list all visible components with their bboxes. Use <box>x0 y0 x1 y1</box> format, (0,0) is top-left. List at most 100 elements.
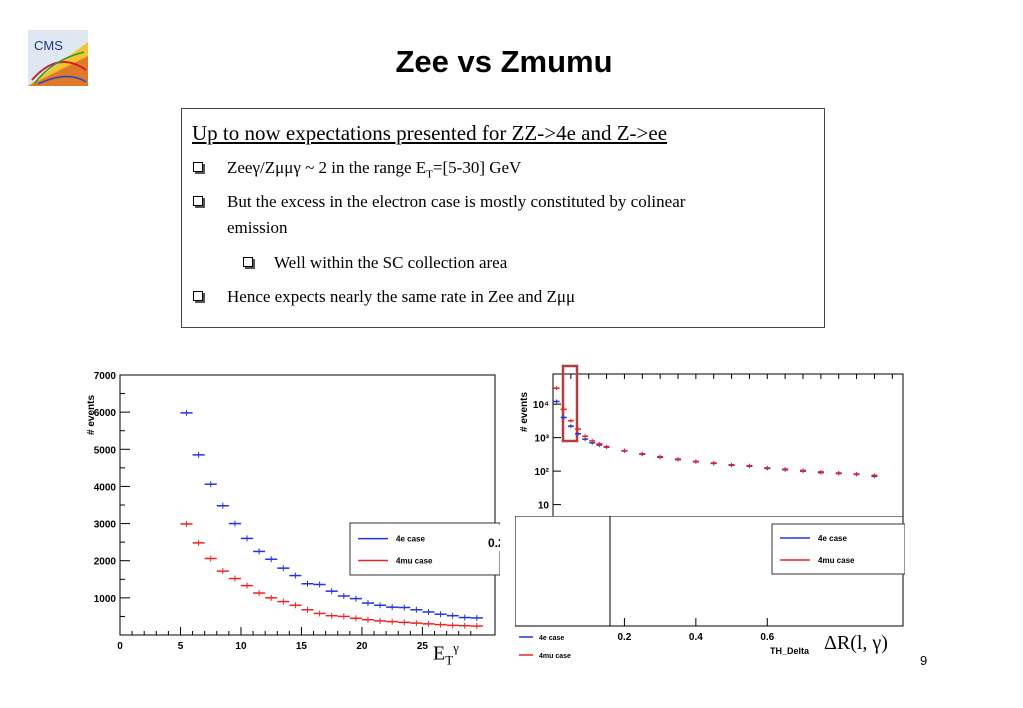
x-tick-label: 0.4 <box>689 632 703 643</box>
data-point <box>192 451 205 458</box>
legend-label: 4e case <box>818 534 847 543</box>
bullet-3: Well within the SC collection area <box>243 250 507 276</box>
y-tick-label: 1000 <box>94 594 117 605</box>
data-point <box>277 565 290 572</box>
data-point <box>560 407 567 412</box>
x-tick-label: 20 <box>356 641 368 652</box>
data-point <box>216 502 229 509</box>
data-point <box>422 608 435 615</box>
data-point <box>621 448 628 453</box>
y-tick-label: 6000 <box>94 408 117 419</box>
data-point <box>289 602 302 609</box>
checkbox-bullet-icon <box>193 162 203 172</box>
data-point <box>675 457 681 462</box>
data-point <box>553 386 560 391</box>
data-point <box>337 613 350 620</box>
y-tick-label: 10 <box>538 501 550 512</box>
summary-box: Up to now expectations presented for ZZ-… <box>181 108 825 328</box>
data-point <box>589 438 596 443</box>
y-tick-label: 5000 <box>94 445 117 456</box>
legend-label: 4mu case <box>539 653 571 658</box>
plot-frame <box>552 373 904 522</box>
data-point <box>289 572 302 579</box>
data-point <box>410 606 423 613</box>
data-point <box>434 621 447 628</box>
data-point <box>446 612 459 619</box>
data-point <box>361 600 375 607</box>
data-point <box>817 469 824 474</box>
data-point <box>458 622 471 629</box>
data-point <box>458 614 471 621</box>
data-point <box>325 612 338 619</box>
page-number: 9 <box>920 653 928 668</box>
series-4e-case <box>180 409 483 621</box>
checkbox-bullet-icon <box>193 291 203 301</box>
legend-label: 4e case <box>539 635 564 642</box>
data-point <box>422 620 435 627</box>
data-point <box>313 581 326 588</box>
data-point <box>567 424 574 429</box>
y-axis-label: # events <box>86 395 97 435</box>
delta-r-distribution-chart: 10 10² 10³ 10⁴# events <box>519 364 904 522</box>
data-point <box>325 588 338 595</box>
data-point <box>603 444 610 449</box>
bullet-2: But the excess in the electron case is m… <box>193 189 685 241</box>
x-tick-label: 10 <box>235 641 247 652</box>
data-point <box>553 399 560 404</box>
y-tick-label: 2000 <box>94 557 117 568</box>
data-point <box>728 462 735 467</box>
data-point <box>180 409 193 416</box>
x-tick-label: 15 <box>296 641 308 652</box>
x-axis-label: TH_Delta <box>770 646 810 656</box>
x-tick-label: 5 <box>178 641 184 652</box>
data-point <box>204 481 217 488</box>
data-point <box>228 520 241 527</box>
data-point <box>240 582 254 589</box>
data-point <box>253 590 266 597</box>
fragment-mask <box>490 525 500 551</box>
data-point <box>470 614 483 621</box>
x-tick-label: 0 <box>117 641 123 652</box>
data-point <box>434 611 447 618</box>
highlight-box <box>561 364 579 443</box>
et-distribution-chart: 1000 2000 3000 4000 5000 6000 7000 0 5 10 15 20 25 # … <box>86 371 500 652</box>
data-point <box>657 454 664 459</box>
series-4mu-case <box>180 520 483 630</box>
y-tick-label: 10³ <box>535 434 550 445</box>
x-tick-label: 0.2 <box>617 632 631 643</box>
data-point <box>386 618 399 625</box>
data-point <box>216 568 229 575</box>
y-tick-label: 3000 <box>94 520 117 531</box>
data-point <box>374 617 387 624</box>
et-axis-label: ETγ <box>433 640 459 668</box>
y-tick-label: 7000 <box>94 371 117 382</box>
data-point <box>710 460 717 465</box>
delta-r-axis-label: ΔR(l, γ) <box>824 632 888 654</box>
chart1-legend: 4e case 4mu case <box>349 522 500 576</box>
data-point <box>386 604 399 611</box>
data-point <box>596 441 603 446</box>
y-axis-label: # events <box>519 392 530 432</box>
data-point <box>575 431 581 436</box>
data-point <box>446 622 459 629</box>
legend-label: 4e case <box>396 535 425 544</box>
inset-legend: 4e case 4mu case <box>519 635 571 658</box>
data-point <box>240 535 254 542</box>
data-point <box>575 427 581 432</box>
data-point <box>746 463 753 468</box>
data-point <box>853 472 860 477</box>
data-point <box>470 623 483 630</box>
legend-label: 4mu case <box>396 556 433 565</box>
data-point <box>398 619 411 626</box>
legend-box <box>771 523 905 575</box>
chart3-legend: 4e case 4mu case <box>771 523 905 575</box>
y-tick-label: 10⁴ <box>533 400 549 411</box>
bullet-1: Zeeγ/Zμμγ ~ 2 in the range ET=[5-30] GeV <box>193 155 521 187</box>
fragment-tick-label: 0.2 <box>488 536 500 550</box>
data-point <box>301 580 314 587</box>
data-point <box>800 468 806 473</box>
data-point <box>253 548 266 555</box>
data-point <box>265 594 278 601</box>
data-point <box>374 602 387 609</box>
data-point <box>192 539 205 546</box>
